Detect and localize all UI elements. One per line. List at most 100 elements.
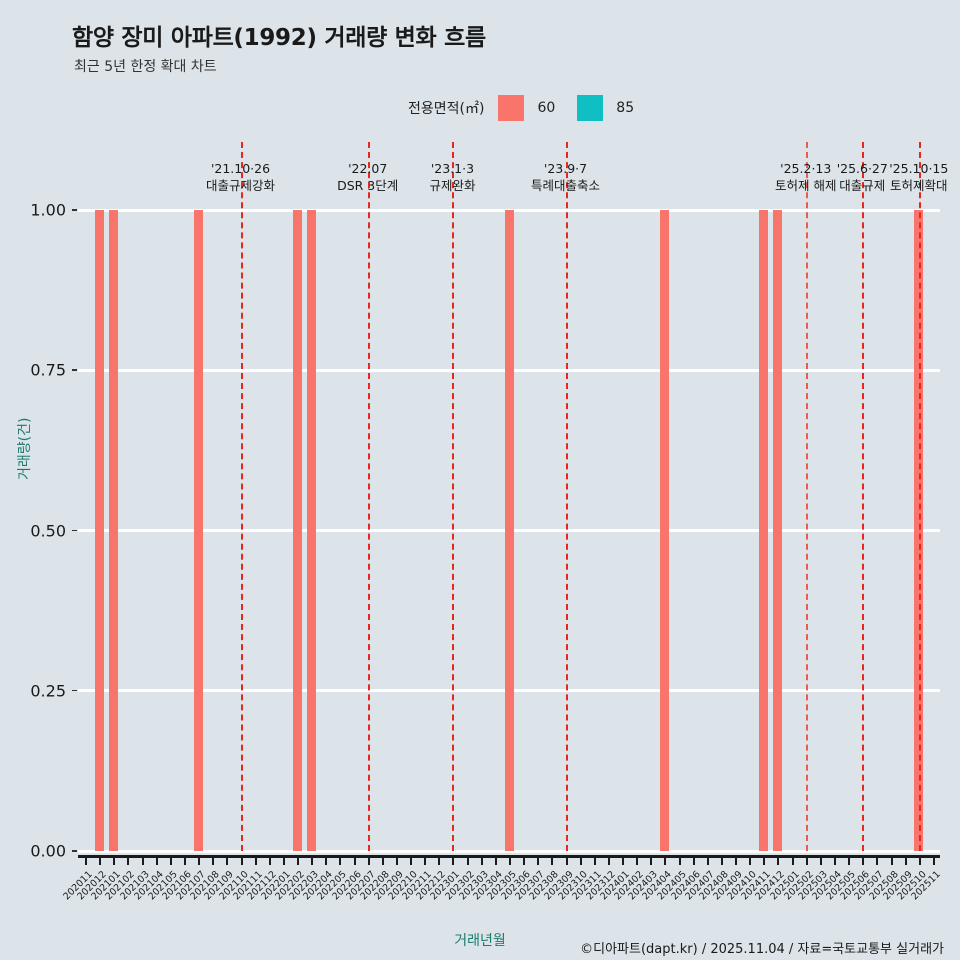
annotation-label: '23.9·7 특례대출축소 bbox=[506, 160, 626, 194]
x-axis-tick-mark bbox=[127, 855, 130, 865]
annotation-label: '23.1·3 규제완화 bbox=[392, 160, 512, 194]
y-axis-tick-mark bbox=[72, 529, 77, 531]
x-axis-tick-mark bbox=[169, 855, 172, 865]
annotation-line bbox=[918, 142, 921, 851]
x-axis-tick-mark bbox=[254, 855, 257, 865]
bar bbox=[193, 210, 203, 851]
x-axis-tick-mark bbox=[523, 855, 526, 865]
annotation-date: '25.6·27 bbox=[836, 161, 888, 176]
y-axis-tick-label: 0.75 bbox=[30, 360, 66, 380]
x-axis-tick-mark bbox=[282, 855, 285, 865]
gridline bbox=[78, 849, 940, 853]
y-axis-tick-mark bbox=[72, 369, 77, 371]
x-axis-tick-mark bbox=[551, 855, 554, 865]
annotation-line bbox=[452, 142, 455, 851]
x-axis-tick-mark bbox=[565, 855, 568, 865]
x-axis-tick-mark bbox=[198, 855, 201, 865]
x-axis-tick-mark bbox=[297, 855, 300, 865]
x-axis-tick-mark bbox=[452, 855, 455, 865]
x-axis-tick-mark bbox=[834, 855, 837, 865]
annotation-line bbox=[240, 142, 243, 851]
bar bbox=[772, 210, 782, 851]
legend-swatch-85 bbox=[577, 95, 604, 121]
x-axis-tick-mark bbox=[593, 855, 596, 865]
x-axis-tick-mark bbox=[339, 855, 342, 865]
annotation-label: '25.2·13 토허제 해제 bbox=[746, 160, 866, 194]
annotation-date: '25.2·13 bbox=[780, 161, 832, 176]
x-axis-tick-mark bbox=[890, 855, 893, 865]
x-axis-tick-mark bbox=[579, 855, 582, 865]
bar bbox=[108, 210, 118, 851]
x-axis-tick-mark bbox=[735, 855, 738, 865]
y-axis-tick-label: 0.00 bbox=[30, 841, 66, 861]
bar bbox=[94, 210, 104, 851]
x-axis-tick-mark bbox=[353, 855, 356, 865]
annotation-label: '25.6·27 대출규제 bbox=[802, 160, 922, 194]
x-axis-tick-mark bbox=[466, 855, 469, 865]
x-axis-tick-mark bbox=[862, 855, 865, 865]
bar bbox=[758, 210, 768, 851]
x-axis-tick-mark bbox=[155, 855, 158, 865]
x-axis-tick-mark bbox=[494, 855, 497, 865]
x-axis-tick-mark bbox=[325, 855, 328, 865]
annotation-date: '25.10·15 bbox=[889, 161, 949, 176]
legend-label-85: 85 bbox=[616, 100, 635, 116]
annotation-line bbox=[367, 142, 370, 851]
page-subtitle: 최근 5년 한정 확대 차트 bbox=[74, 59, 217, 75]
annotation-date: '23.1·3 bbox=[430, 161, 475, 176]
x-axis-tick-mark bbox=[749, 855, 752, 865]
x-axis-tick-mark bbox=[424, 855, 427, 865]
x-axis-tick-mark bbox=[480, 855, 483, 865]
x-axis-tick-mark bbox=[848, 855, 851, 865]
x-axis-tick-mark bbox=[410, 855, 413, 865]
legend-swatch-60 bbox=[498, 95, 525, 121]
x-axis-tick-mark bbox=[509, 855, 511, 865]
annotation-line bbox=[862, 142, 865, 851]
x-axis-tick-mark bbox=[791, 855, 794, 865]
x-axis-tick-mark bbox=[622, 855, 625, 865]
x-axis-tick-mark bbox=[692, 855, 695, 865]
annotation-text: 대출규제강화 bbox=[205, 178, 275, 193]
bar bbox=[659, 210, 669, 851]
x-axis-tick-mark bbox=[381, 855, 384, 865]
legend-title: 전용면적(㎡) bbox=[408, 101, 485, 117]
x-axis-label: 거래년월 bbox=[454, 933, 506, 949]
x-axis-tick-mark bbox=[777, 855, 780, 865]
annotation-text: 대출규제 bbox=[839, 178, 886, 193]
y-axis-tick-label: 0.25 bbox=[30, 681, 66, 701]
footer-credit: ©디아파트(dapt.kr) / 2025.11.04 / 자료=국토교통부 실… bbox=[580, 942, 944, 957]
x-axis-tick-mark bbox=[819, 855, 822, 865]
x-axis-tick-mark bbox=[367, 855, 370, 865]
y-axis-tick-mark bbox=[72, 689, 77, 692]
page-title: 함양 장미 아파트(1992) 거래량 변화 흐름 bbox=[72, 25, 486, 51]
x-axis-tick-mark bbox=[932, 855, 935, 865]
x-axis-tick-mark bbox=[240, 855, 243, 865]
x-axis-tick-mark bbox=[268, 855, 271, 865]
x-axis-tick-mark bbox=[636, 855, 639, 865]
annotation-label: '22.07 DSR 3단계 bbox=[308, 160, 428, 194]
annotation-text: 토허제확대 bbox=[890, 178, 948, 193]
legend: 전용면적(㎡) 60 85 bbox=[408, 95, 634, 121]
annotation-line bbox=[805, 142, 808, 851]
annotation-date: '23.9·7 bbox=[543, 161, 588, 176]
x-axis-tick-mark bbox=[706, 855, 709, 865]
x-axis-tick-mark bbox=[918, 855, 921, 865]
annotation-label: '21.10·26 대출규제강화 bbox=[181, 160, 301, 194]
plot-area bbox=[78, 142, 940, 853]
x-axis-tick-mark bbox=[212, 855, 215, 865]
bar bbox=[504, 210, 514, 851]
x-axis-tick-mark bbox=[395, 855, 398, 865]
y-axis-tick-label: 0.50 bbox=[30, 521, 66, 540]
x-axis-tick-mark bbox=[720, 855, 723, 865]
y-axis-tick-label: 1.00 bbox=[30, 200, 66, 220]
bar bbox=[306, 210, 316, 851]
annotation-text: 토허제 해제 bbox=[775, 178, 837, 193]
legend-label-60: 60 bbox=[537, 100, 556, 116]
annotation-label: '25.10·15 토허제확대 bbox=[859, 160, 960, 194]
x-axis-tick-mark bbox=[650, 855, 653, 865]
y-axis-label: 거래량(건) bbox=[17, 417, 33, 480]
x-axis-tick-mark bbox=[113, 855, 116, 865]
annotation-text: DSR 3단계 bbox=[337, 178, 399, 193]
x-axis-tick-mark bbox=[85, 855, 88, 865]
